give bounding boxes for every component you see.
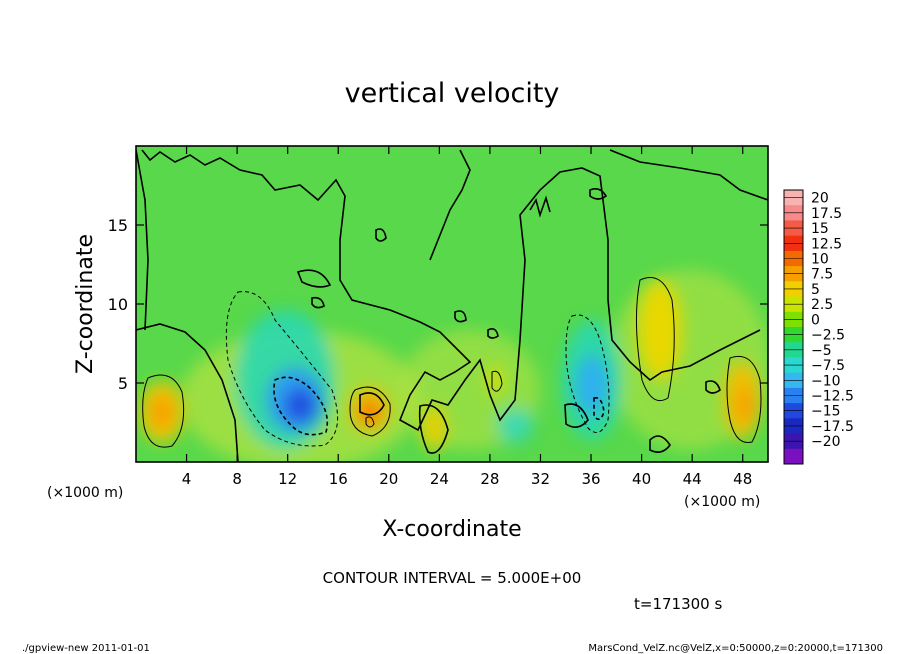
updraft-core [359,400,381,424]
zero-contour [564,403,589,428]
x-tick-label: 48 [733,470,752,488]
footer-left: ./gpview-new 2011-01-01 [22,643,150,654]
zero-contour [609,149,768,201]
colorbar-label: 5 [811,282,820,298]
colorbar-label: 7.5 [811,267,833,283]
y-ticks: 5 10 15 [108,216,768,393]
colorbar-swatch [784,448,803,465]
x-tick-label: 44 [683,470,702,488]
colorbar-label: −5 [811,343,832,359]
colorbar-label: 12.5 [811,236,842,252]
x-tick-label: 8 [232,470,242,488]
positive-contour [349,386,391,437]
updraft-core [736,387,754,423]
updraft-core [422,406,446,450]
zero-contour [487,328,499,339]
x-tick-label: 36 [581,470,600,488]
colorbar: 2017.51512.5107.552.50−2.5−5−7.5−10−12.5… [783,189,854,465]
colorbar-label: 20 [811,191,829,207]
zero-contour [705,380,721,394]
x-unit-note: (×1000 m) [684,494,760,510]
x-ticks: 4 8 12 16 20 24 28 32 36 40 44 48 [182,146,752,488]
x-tick-label: 28 [480,470,499,488]
updraft-core [487,366,503,394]
negative-contour [565,314,610,433]
x-tick-label: 16 [329,470,348,488]
downdraft-core [284,387,316,423]
zero-contour [589,188,608,200]
zero-contour [375,228,387,242]
cyan-region [497,407,533,443]
time-label: t=171300 s [634,595,722,613]
zero-contour [529,195,551,218]
updraft-core [638,280,682,380]
x-tick-label: 12 [278,470,297,488]
updraft-core [150,394,174,430]
zero-contour [359,392,385,416]
zero-contour [296,269,332,288]
colorbar-label: −17.5 [811,419,854,435]
y-tick-label: 5 [118,374,128,393]
zero-contour [649,435,671,453]
x-tick-label: 32 [531,470,550,488]
y-tick-label: 10 [108,295,128,314]
colorbar-label: 17.5 [811,206,842,222]
zero-contour [136,149,149,331]
colorbar-label: 10 [811,252,829,268]
colorbar-label: −2.5 [811,328,845,344]
y-tick-label: 15 [108,216,128,235]
zero-contour [418,404,449,454]
zero-contour [454,310,467,323]
y-axis-label: Z-coordinate [73,234,98,374]
x-tick-label: 40 [632,470,651,488]
x-tick-label: 24 [430,470,449,488]
colorbar-label: 15 [811,221,829,237]
y-unit-note: (×1000 m) [47,485,123,501]
zero-contour [429,149,471,261]
colorbar-label: −20 [811,434,841,450]
negative-contour [593,396,605,420]
x-tick-label: 4 [182,470,192,488]
zero-contour [311,296,325,309]
positive-contour [365,416,375,428]
chart-title: vertical velocity [345,78,560,109]
negative-contour [273,376,329,436]
x-axis-label: X-coordinate [382,517,521,542]
positive-contour [491,370,503,392]
plot-area [136,146,768,462]
x-tick-label: 20 [379,470,398,488]
positive-contour [142,374,185,448]
contour-interval: CONTOUR INTERVAL = 5.000E+00 [323,569,582,587]
positive-contour [726,355,762,444]
zero-contour [136,323,239,462]
colorbar-label: −7.5 [811,358,845,374]
negative-contour [225,291,339,447]
footer-right: MarsCond_VelZ.nc@VelZ,x=0:50000,z=0:2000… [588,643,883,654]
colorbar-frame [783,189,804,465]
colorbar-label: −15 [811,404,841,420]
positive-contour [635,277,675,402]
colorbar-label: 2.5 [811,297,833,313]
downdraft-core [576,355,608,415]
zero-contour [141,149,761,432]
colorbar-label: −12.5 [811,389,854,405]
colorbar-label: −10 [811,373,841,389]
contour-lines [136,149,768,462]
colorbar-label: 0 [811,312,820,328]
